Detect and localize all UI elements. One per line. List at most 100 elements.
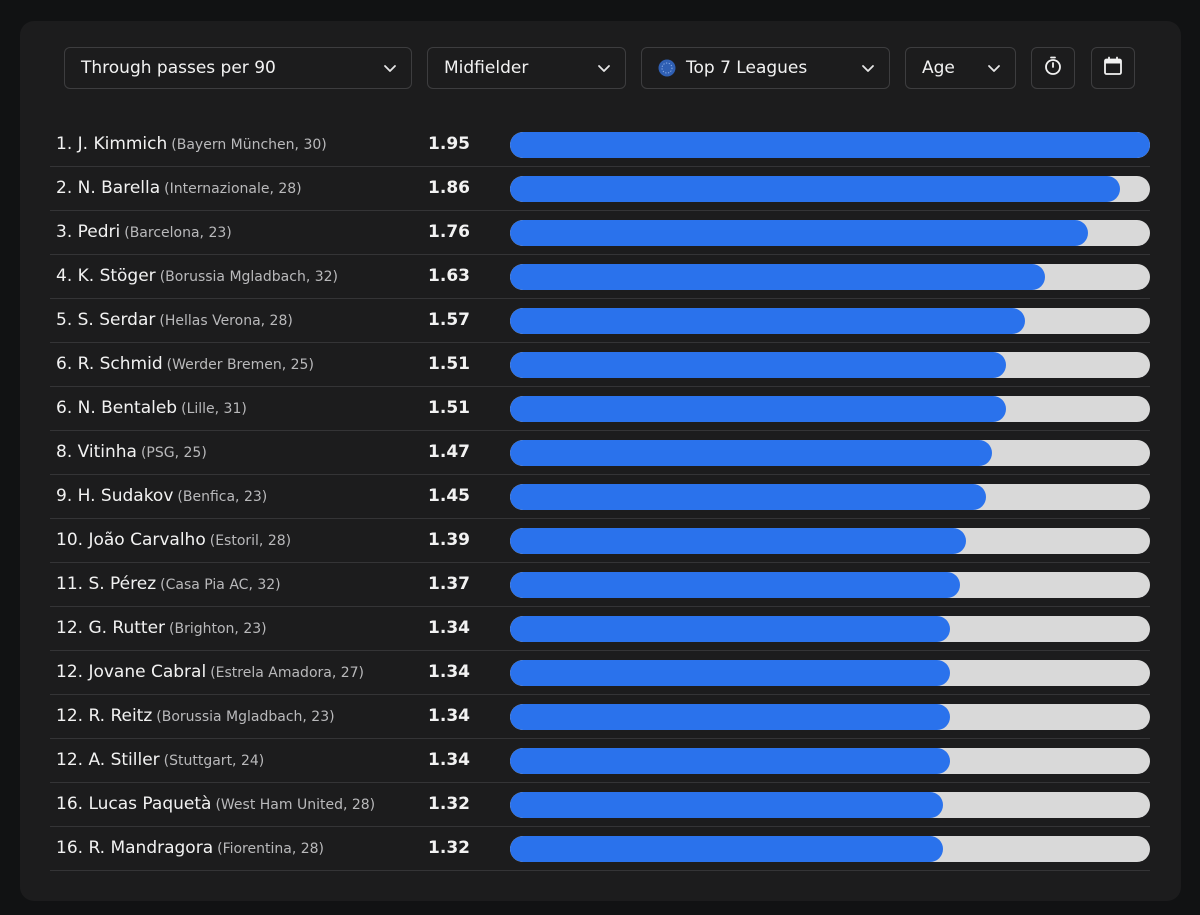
data-label: 1.34 — [428, 750, 470, 770]
player-name: 16. R. Mandragora — [56, 838, 214, 858]
player-club: (West Ham United, 28) — [215, 797, 376, 813]
calendar-button[interactable] — [1091, 47, 1135, 89]
bar-track — [510, 660, 1150, 686]
player-name: 5. S. Serdar — [56, 310, 156, 330]
bar — [510, 176, 1121, 202]
table-row[interactable]: 8. Vitinha (PSG, 25) 1.47 — [50, 431, 1150, 475]
bar — [510, 836, 944, 862]
player-name: 8. Vitinha — [56, 442, 137, 462]
player-name: 10. João Carvalho — [56, 530, 206, 550]
table-row[interactable]: 2. N. Barella (Internazionale, 28) 1.86 — [50, 167, 1150, 211]
bar-track — [510, 220, 1150, 246]
bar-track — [510, 440, 1150, 466]
player-label: 4. K. Stöger (Borussia Mgladbach, 32) — [56, 255, 338, 298]
sort-dropdown-label: Age — [922, 58, 955, 78]
table-row[interactable]: 6. N. Bentaleb (Lille, 31) 1.51 — [50, 387, 1150, 431]
table-row[interactable]: 6. R. Schmid (Werder Bremen, 25) 1.51 — [50, 343, 1150, 387]
player-label: 6. N. Bentaleb (Lille, 31) — [56, 387, 247, 430]
player-label: 3. Pedri (Barcelona, 23) — [56, 211, 232, 254]
player-name: 11. S. Pérez — [56, 574, 157, 594]
table-row[interactable]: 12. R. Reitz (Borussia Mgladbach, 23) 1.34 — [50, 695, 1150, 739]
chevron-down-icon — [383, 61, 397, 75]
bar — [510, 440, 993, 466]
bar-track — [510, 396, 1150, 422]
table-row[interactable]: 10. João Carvalho (Estoril, 28) 1.39 — [50, 519, 1150, 563]
data-label: 1.37 — [428, 574, 470, 594]
table-row[interactable]: 16. Lucas Paquetà (West Ham United, 28) 1.… — [50, 783, 1150, 827]
league-dropdown-label: Top 7 Leagues — [686, 58, 808, 78]
bar-track — [510, 176, 1150, 202]
player-label: 16. Lucas Paquetà (West Ham United, 28) — [56, 783, 375, 826]
table-row[interactable]: 1. J. Kimmich (Bayern München, 30) 1.95 — [50, 123, 1150, 167]
player-label: 16. R. Mandragora (Fiorentina, 28) — [56, 827, 324, 870]
bar — [510, 132, 1150, 158]
player-label: 10. João Carvalho (Estoril, 28) — [56, 519, 291, 562]
data-label: 1.34 — [428, 706, 470, 726]
bar-track — [510, 484, 1150, 510]
player-label: 12. Jovane Cabral (Estrela Amadora, 27) — [56, 651, 364, 694]
bar-track — [510, 572, 1150, 598]
player-name: 16. Lucas Paquetà — [56, 794, 212, 814]
table-row[interactable]: 12. A. Stiller (Stuttgart, 24) 1.34 — [50, 739, 1150, 783]
bar — [510, 264, 1045, 290]
position-dropdown[interactable]: Midfielder — [427, 47, 626, 89]
league-dropdown[interactable]: Top 7 Leagues — [641, 47, 890, 89]
data-label: 1.86 — [428, 178, 470, 198]
bar-track — [510, 528, 1150, 554]
table-row[interactable]: 12. Jovane Cabral (Estrela Amadora, 27) 1.… — [50, 651, 1150, 695]
player-label: 1. J. Kimmich (Bayern München, 30) — [56, 123, 327, 166]
player-label: 12. R. Reitz (Borussia Mgladbach, 23) — [56, 695, 335, 738]
data-label: 1.34 — [428, 618, 470, 638]
bar — [510, 704, 950, 730]
bar — [510, 616, 950, 642]
data-label: 1.51 — [428, 354, 470, 374]
data-label: 1.57 — [428, 310, 470, 330]
player-club: (Estoril, 28) — [209, 533, 292, 549]
bar-track — [510, 792, 1150, 818]
bar-track — [510, 264, 1150, 290]
bar — [510, 792, 944, 818]
table-row[interactable]: 9. H. Sudakov (Benfica, 23) 1.45 — [50, 475, 1150, 519]
player-name: 12. R. Reitz — [56, 706, 153, 726]
data-label: 1.51 — [428, 398, 470, 418]
stopwatch-icon — [1043, 56, 1063, 80]
chevron-down-icon — [987, 61, 1001, 75]
bar — [510, 748, 950, 774]
table-row[interactable]: 5. S. Serdar (Hellas Verona, 28) 1.57 — [50, 299, 1150, 343]
bar-track — [510, 132, 1150, 158]
player-name: 6. N. Bentaleb — [56, 398, 178, 418]
player-label: 2. N. Barella (Internazionale, 28) — [56, 167, 302, 210]
player-name: 2. N. Barella — [56, 178, 161, 198]
filter-bar: Through passes per 90 Midfielder Top 7 L… — [20, 21, 1181, 121]
player-name: 12. A. Stiller — [56, 750, 160, 770]
player-name: 9. H. Sudakov — [56, 486, 174, 506]
bar — [510, 308, 1026, 334]
bar — [510, 352, 1006, 378]
timer-button[interactable] — [1031, 47, 1075, 89]
player-club: (Borussia Mgladbach, 23) — [156, 709, 335, 725]
bar — [510, 528, 967, 554]
player-label: 11. S. Pérez (Casa Pia AC, 32) — [56, 563, 281, 606]
bar-track — [510, 748, 1150, 774]
bar — [510, 484, 986, 510]
bar — [510, 220, 1088, 246]
table-row[interactable]: 3. Pedri (Barcelona, 23) 1.76 — [50, 211, 1150, 255]
player-name: 12. Jovane Cabral — [56, 662, 207, 682]
sort-dropdown[interactable]: Age — [905, 47, 1016, 89]
player-club: (Internazionale, 28) — [164, 181, 302, 197]
ranking-list: 1. J. Kimmich (Bayern München, 30) 1.95 2. … — [50, 123, 1150, 871]
player-name: 4. K. Stöger — [56, 266, 156, 286]
metric-dropdown[interactable]: Through passes per 90 — [64, 47, 412, 89]
player-club: (Hellas Verona, 28) — [159, 313, 293, 329]
table-row[interactable]: 11. S. Pérez (Casa Pia AC, 32) 1.37 — [50, 563, 1150, 607]
player-club: (Brighton, 23) — [169, 621, 267, 637]
table-row[interactable]: 16. R. Mandragora (Fiorentina, 28) 1.32 — [50, 827, 1150, 871]
position-dropdown-label: Midfielder — [444, 58, 529, 78]
calendar-icon — [1103, 56, 1123, 80]
data-label: 1.95 — [428, 134, 470, 154]
table-row[interactable]: 4. K. Stöger (Borussia Mgladbach, 32) 1.63 — [50, 255, 1150, 299]
bar — [510, 396, 1006, 422]
chevron-down-icon — [861, 61, 875, 75]
bar-track — [510, 836, 1150, 862]
table-row[interactable]: 12. G. Rutter (Brighton, 23) 1.34 — [50, 607, 1150, 651]
